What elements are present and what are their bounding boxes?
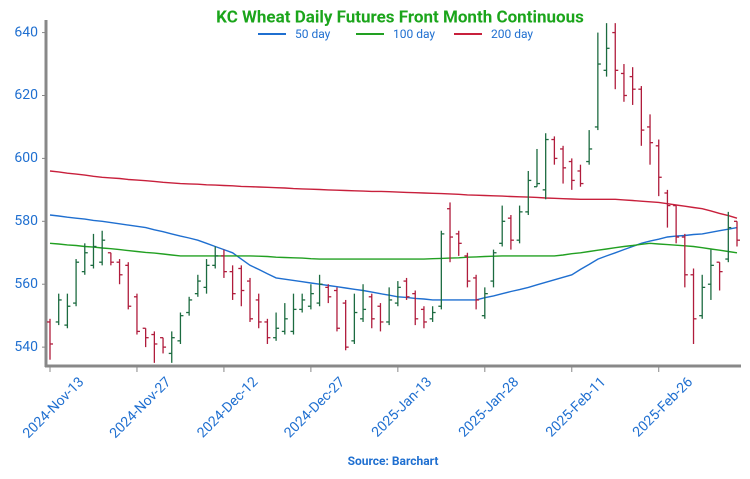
legend-label: 50 day xyxy=(295,27,331,41)
x-tick-label: 2024-Nov-27 xyxy=(107,374,175,442)
x-tick-label: 2025-Jan-28 xyxy=(456,374,523,441)
x-tick-label: 2024-Dec-27 xyxy=(281,374,348,441)
legend-label: 100 day xyxy=(393,27,435,41)
x-tick-label: 2025-Jan-13 xyxy=(369,374,435,440)
y-tick-label: 540 xyxy=(14,339,38,355)
x-tick-label: 2024-Nov-13 xyxy=(20,374,88,442)
ma-line xyxy=(49,214,738,301)
source: Source: Barchart xyxy=(348,454,439,468)
chart-title: KC Wheat Daily Futures Front Month Conti… xyxy=(216,7,584,27)
ma-line xyxy=(49,242,738,260)
legend-label: 200 day xyxy=(491,27,533,41)
x-tick-label: 2024-Dec-12 xyxy=(194,374,261,441)
x-tick-label: 2025-Feb-26 xyxy=(630,374,696,440)
y-tick-label: 620 xyxy=(14,87,38,103)
y-tick-label: 640 xyxy=(14,24,38,40)
y-tick-label: 580 xyxy=(14,213,38,229)
x-tick-label: 2025-Feb-11 xyxy=(543,374,609,440)
ma-line xyxy=(49,170,738,219)
y-tick-label: 560 xyxy=(14,276,38,292)
y-tick-label: 600 xyxy=(14,150,38,166)
